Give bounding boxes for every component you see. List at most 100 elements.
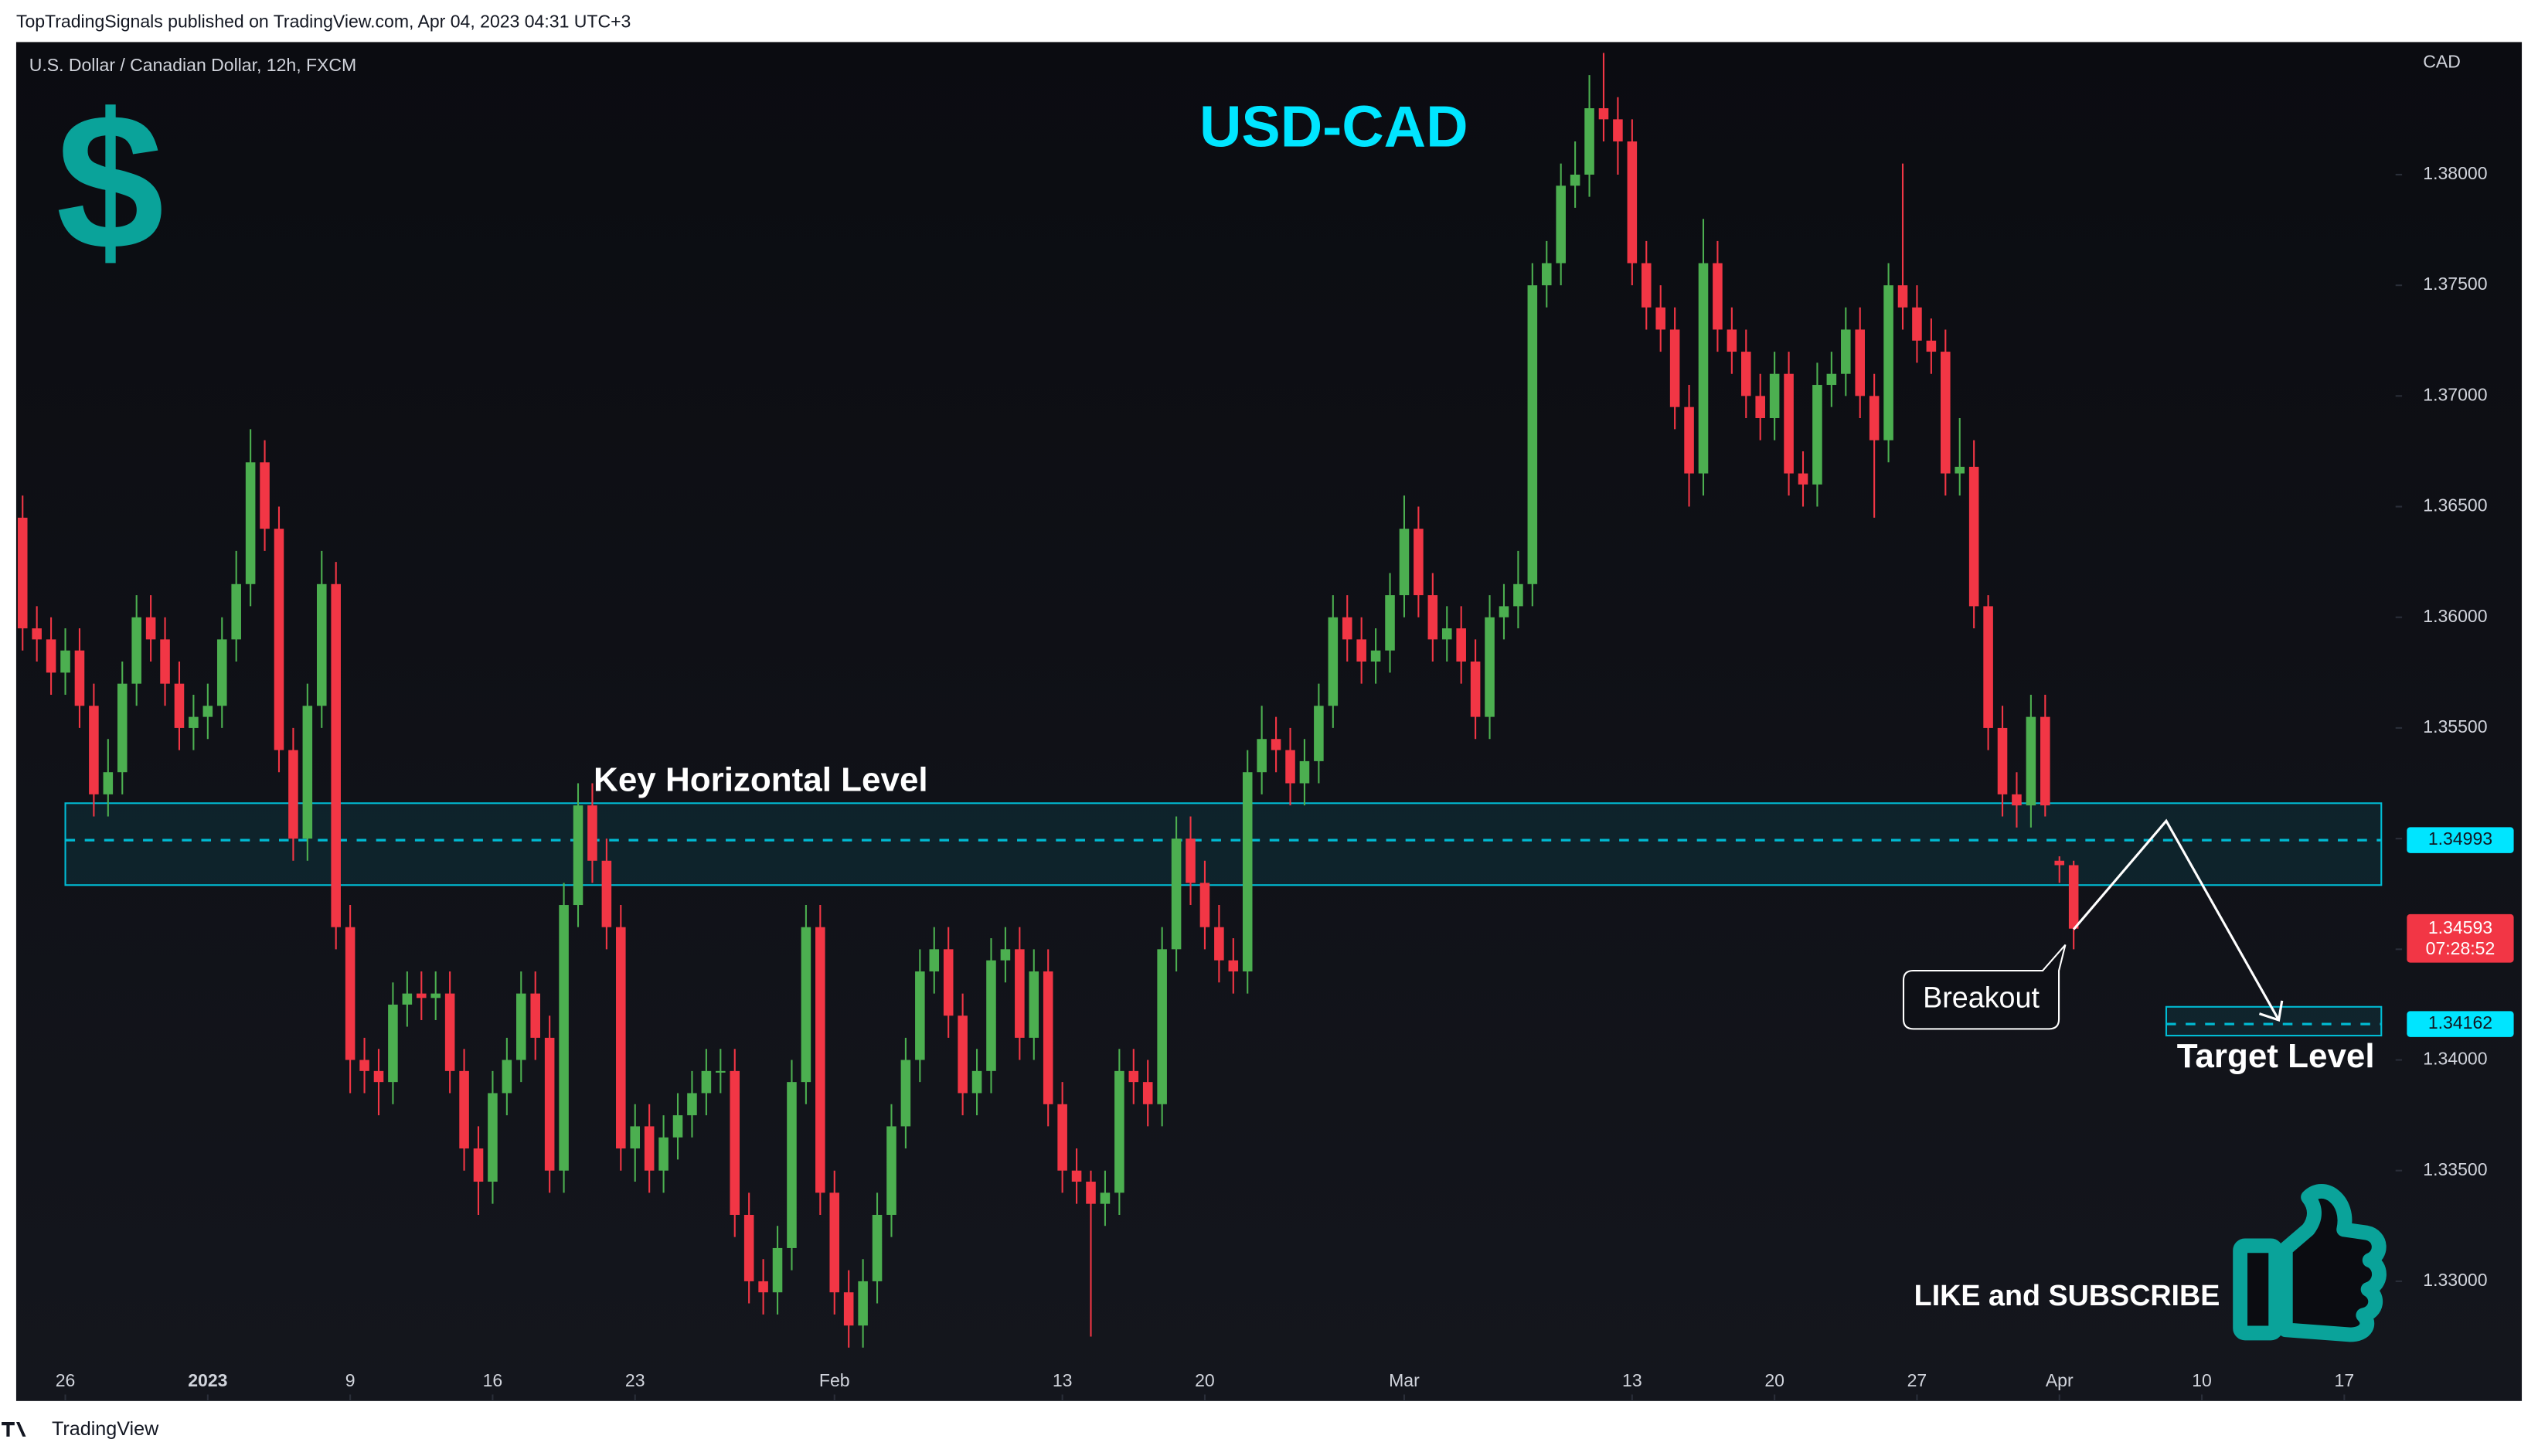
candle-body (1370, 650, 1381, 662)
candle-body (32, 628, 42, 640)
candle-body (1285, 750, 1295, 784)
candle-body (929, 949, 940, 971)
candle-body (1100, 1192, 1111, 1204)
candle-body (601, 860, 612, 927)
breakout-callout (1902, 944, 2067, 1030)
x-tick-label: 20 (1764, 1370, 1784, 1390)
chart-title: USD-CAD (1199, 94, 1468, 158)
x-tick-label: 20 (1195, 1370, 1215, 1390)
candle-body (388, 1004, 398, 1083)
candle-body (1071, 1170, 1082, 1182)
candle-body (1057, 1104, 1067, 1171)
candle-body (1983, 606, 1993, 728)
candle-body (103, 772, 114, 794)
candle-body (1456, 628, 1466, 662)
candle-body (829, 1192, 840, 1293)
candle-body (1755, 396, 1765, 418)
candle-body (915, 971, 925, 1060)
candle-body (60, 650, 70, 673)
candle-body (260, 462, 270, 529)
candle-body (687, 1093, 697, 1116)
footer-brand: TradingView (52, 1418, 159, 1440)
candle-body (815, 927, 825, 1193)
candle-body (444, 993, 455, 1071)
candle-body (1043, 971, 1053, 1104)
candle-body (1897, 285, 1908, 308)
candle-body (402, 993, 413, 1005)
x-tick-label: 17 (2335, 1370, 2355, 1390)
candle-body (1869, 396, 1880, 441)
y-tick-label: 1.36500 (2423, 495, 2487, 515)
candle-body (245, 462, 256, 584)
candle-body (843, 1292, 854, 1326)
candle-body (787, 1082, 797, 1248)
candle-body (145, 617, 156, 640)
candle-body (1997, 727, 2008, 794)
candle-body (1698, 263, 1709, 474)
candle-body (117, 683, 128, 773)
candle-body (17, 517, 28, 629)
candle-body (1912, 307, 1922, 341)
candle-body (459, 1070, 469, 1149)
candle-body (1199, 883, 1210, 927)
candle-body (74, 650, 85, 706)
candle-body (530, 993, 541, 1038)
symbol-label: U.S. Dollar / Canadian Dollar, 12h, FXCM (29, 55, 357, 75)
candle-body (1627, 141, 1638, 264)
candle-body (644, 1126, 655, 1171)
projection-path (2072, 818, 2280, 1021)
candle-body (971, 1070, 982, 1094)
candle-body (1399, 529, 1410, 596)
target-level-price-label: 1.34162 (2428, 1012, 2492, 1032)
y-tick-label: 1.38000 (2423, 163, 2487, 183)
candle-body (430, 993, 441, 998)
x-tick-label: 16 (483, 1370, 503, 1390)
candle-body (1527, 285, 1538, 584)
candle-body (1855, 329, 1866, 396)
x-tick-label: 2023 (188, 1370, 227, 1390)
candle-body (1584, 108, 1594, 175)
candle-body (1214, 927, 1224, 961)
candle-body (1114, 1070, 1124, 1193)
key-level-text: Key Horizontal Level (594, 761, 928, 799)
last-price-chip (2407, 913, 2514, 963)
candle-body (1955, 466, 1965, 474)
candle-body (502, 1060, 512, 1094)
candle-body (316, 583, 327, 706)
chart-background (15, 42, 2523, 1401)
candle-body (189, 716, 199, 728)
candle-body (1242, 772, 1253, 971)
cta-text: LIKE and SUBSCRIBE (1914, 1279, 2220, 1311)
candle-body (373, 1070, 384, 1083)
candle-body (1570, 174, 1580, 186)
candle-body (1556, 185, 1566, 264)
candle-body (858, 1281, 868, 1326)
candle-body (1029, 971, 1039, 1038)
candle-body (1128, 1070, 1139, 1083)
candle-body (2054, 860, 2065, 866)
candle-body (1669, 329, 1680, 407)
candle-body (672, 1115, 683, 1138)
candle-body (2068, 865, 2079, 929)
candle-body (1171, 839, 1182, 950)
candle-body (2026, 716, 2036, 806)
currency-label: CAD (2423, 52, 2461, 72)
candle-body (1541, 263, 1552, 286)
y-tick-label: 1.37500 (2423, 274, 2487, 294)
overlay: 1.330001.335001.340001.345001.350001.355… (56, 163, 2514, 1401)
candle-body (1342, 617, 1352, 640)
projection-arrowhead (2258, 1000, 2284, 1022)
candle-body (1186, 839, 1196, 883)
x-tick-label: 13 (1053, 1370, 1073, 1390)
candle-body (131, 617, 141, 684)
candle-body (1513, 583, 1523, 607)
candle-body (1142, 1082, 1153, 1104)
candle-body (1784, 373, 1794, 474)
key-level-price-label: 1.34993 (2428, 828, 2492, 849)
candle-body (801, 927, 811, 1083)
candle-body (1727, 329, 1737, 352)
publisher-header: TopTradingSignals published on TradingVi… (16, 11, 631, 31)
candle-body (1655, 307, 1665, 330)
candle-body (1941, 352, 1951, 474)
